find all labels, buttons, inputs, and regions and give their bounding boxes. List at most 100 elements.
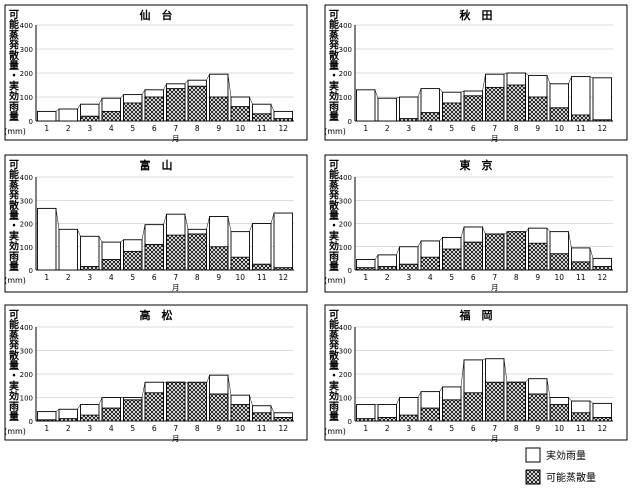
y-axis-label-char: 量 xyxy=(329,209,339,222)
x-tick-label: 9 xyxy=(535,424,540,433)
y-tick-label: 400 xyxy=(339,22,352,30)
y-axis-label-char: 効 xyxy=(9,240,19,253)
y-axis-label-char: 蒸 xyxy=(9,178,19,191)
rain-bar xyxy=(377,97,397,122)
evap-bar xyxy=(123,102,143,122)
evap-bar xyxy=(273,417,293,422)
evap-bar xyxy=(377,266,397,271)
rain-connector xyxy=(141,382,146,398)
y-tick-label: 300 xyxy=(339,348,352,356)
rain-connector xyxy=(98,98,103,105)
y-axis-label-char: 雨 xyxy=(329,401,339,413)
x-tick-label: 10 xyxy=(235,273,245,282)
rain-connector xyxy=(439,88,443,93)
rain-connector xyxy=(525,378,529,383)
evap-bar xyxy=(187,233,207,271)
rain-connector xyxy=(227,375,232,396)
y-tick-label: 300 xyxy=(20,46,33,54)
x-tick-label: 11 xyxy=(257,124,267,133)
x-tick-label: 5 xyxy=(130,273,135,282)
rain-bar xyxy=(399,96,419,122)
chart-frame xyxy=(4,4,308,141)
y-tick-label: 300 xyxy=(20,348,33,356)
x-tick-label: 11 xyxy=(576,273,586,282)
y-axis-unit: (mm) xyxy=(4,276,26,285)
rain-bar xyxy=(252,223,272,271)
y-axis-label-char: 蒸 xyxy=(329,28,339,41)
y-axis-label-char: 量 xyxy=(329,359,339,372)
rain-connector xyxy=(374,89,379,99)
rain-connector xyxy=(55,208,60,230)
x-tick-label: 4 xyxy=(109,424,114,433)
y-axis-label-char: ・ xyxy=(329,221,339,232)
x-tick-label: 11 xyxy=(576,124,586,133)
rain-connector xyxy=(270,212,275,224)
x-tick-label: 8 xyxy=(195,424,200,433)
evap-bar xyxy=(549,107,569,122)
y-tick-label: 0 xyxy=(29,267,33,275)
evap-bar xyxy=(230,404,250,422)
evap-bar xyxy=(252,412,272,422)
chart-frame xyxy=(324,304,628,441)
y-axis-label-char: 発 xyxy=(328,339,340,352)
rain-connector xyxy=(546,75,551,84)
evap-bar xyxy=(571,412,591,422)
y-axis-unit: (mm) xyxy=(4,427,26,436)
x-tick-label: 9 xyxy=(535,273,540,282)
evap-bar xyxy=(420,256,440,271)
x-tick-label: 12 xyxy=(278,124,288,133)
rain-bar xyxy=(37,207,57,271)
evap-bar xyxy=(101,259,121,271)
y-axis-label-char: 実 xyxy=(329,229,339,242)
evap-bar xyxy=(592,417,612,422)
x-tick-label: 1 xyxy=(363,424,368,433)
x-tick-label: 4 xyxy=(109,124,114,133)
chart-frame xyxy=(4,154,308,293)
evap-bar xyxy=(506,84,526,122)
y-tick-label: 200 xyxy=(20,371,33,379)
rain-connector xyxy=(374,254,379,260)
y-tick-label: 100 xyxy=(20,395,33,403)
evap-bar xyxy=(356,418,376,422)
y-tick-label: 100 xyxy=(339,395,352,403)
evap-bar xyxy=(592,266,612,271)
x-tick-label: 1 xyxy=(44,273,49,282)
evap-bar xyxy=(399,414,419,422)
y-axis-label-char: ・ xyxy=(9,221,19,232)
y-tick-label: 200 xyxy=(339,221,352,229)
evap-bar xyxy=(420,112,440,122)
x-tick-label: 3 xyxy=(406,124,411,133)
evap-bar xyxy=(187,381,207,422)
y-axis-label-char: 発 xyxy=(328,189,340,202)
evap-bar xyxy=(80,414,100,422)
rain-connector xyxy=(141,89,146,95)
x-tick-label: 4 xyxy=(428,273,433,282)
y-tick-label: 200 xyxy=(339,70,352,78)
evap-bar xyxy=(230,106,250,122)
y-tick-label: 400 xyxy=(20,174,33,182)
y-axis-label-char: 発 xyxy=(8,339,20,352)
rain-connector xyxy=(270,104,275,112)
x-tick-label: 10 xyxy=(554,124,564,133)
rain-connector xyxy=(460,226,465,238)
y-axis-label-char: 量 xyxy=(9,209,19,222)
x-tick-label: 1 xyxy=(363,273,368,282)
evap-bar xyxy=(506,231,526,271)
rain-connector xyxy=(439,386,443,392)
evap-bar xyxy=(528,96,548,122)
rain-connector xyxy=(227,74,232,98)
y-axis-label-char: 可 xyxy=(9,159,19,171)
rain-connector xyxy=(270,405,275,413)
y-axis-label-char: 雨 xyxy=(9,251,19,263)
y-axis-label-char: 実 xyxy=(9,379,19,392)
x-tick-label: 12 xyxy=(597,124,607,133)
y-axis-label-char: 実 xyxy=(329,79,339,92)
y-axis-label-char: 量 xyxy=(329,110,339,123)
x-axis-label: 月 xyxy=(491,283,499,292)
rain-connector xyxy=(77,404,81,410)
x-tick-label: 10 xyxy=(554,273,564,282)
y-axis-label-char: ・ xyxy=(329,71,339,82)
evap-bar xyxy=(37,419,57,422)
